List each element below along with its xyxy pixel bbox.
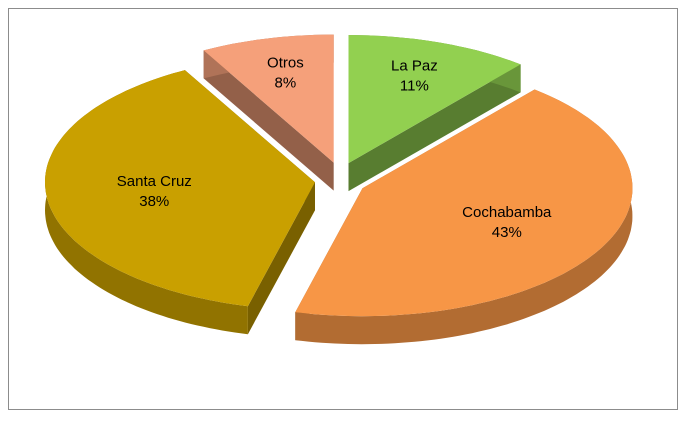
slice-label: Otros xyxy=(267,54,304,71)
slice-value-label: 43% xyxy=(492,224,522,241)
slice xyxy=(295,89,633,317)
slice xyxy=(203,34,334,163)
slice-side xyxy=(203,50,334,191)
slice-side xyxy=(247,182,315,335)
slice-value-label: 11% xyxy=(400,77,429,94)
slice xyxy=(348,35,521,164)
slice-value-label: 38% xyxy=(139,193,169,210)
slice-side xyxy=(348,64,521,192)
slice-label: La Paz xyxy=(391,57,438,74)
slice xyxy=(45,70,315,307)
slice-label: Cochabamba xyxy=(462,204,552,221)
slice-label: Santa Cruz xyxy=(117,173,192,190)
slice-side xyxy=(295,89,633,345)
slice-value-label: 8% xyxy=(275,74,297,91)
slice-side xyxy=(45,70,248,335)
